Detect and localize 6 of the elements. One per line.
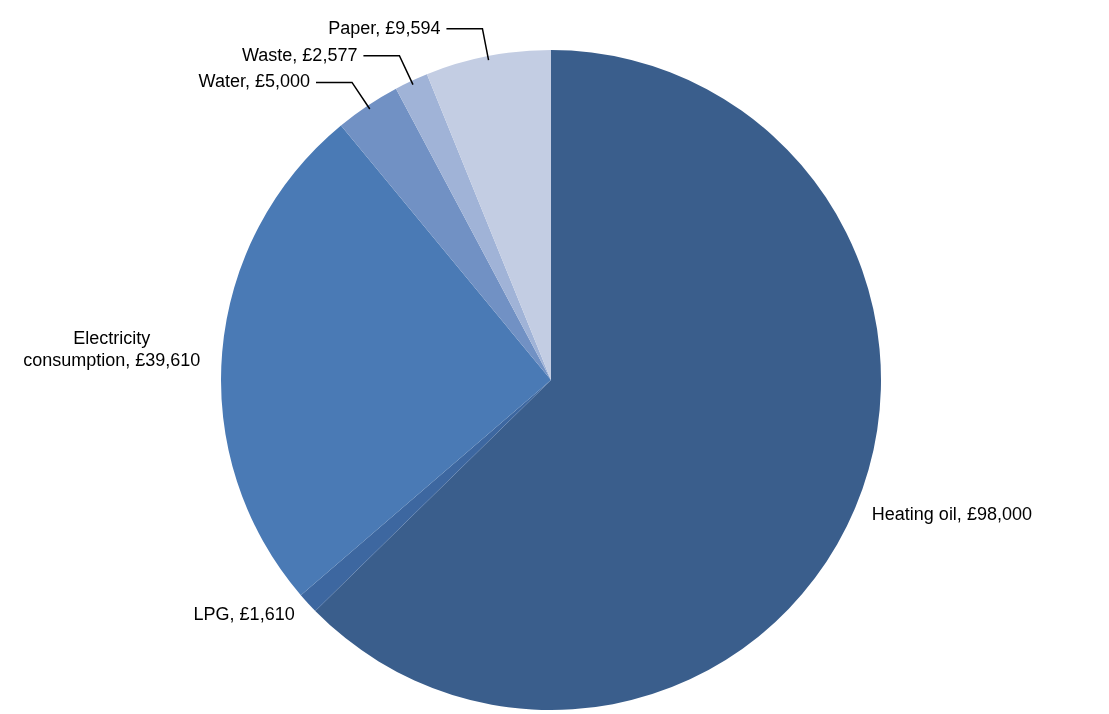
slice-label: Heating oil, £98,000 bbox=[871, 503, 1032, 524]
slice-label: Paper, £9,594 bbox=[328, 17, 441, 38]
slice-label: LPG, £1,610 bbox=[193, 604, 295, 625]
slice-label: Water, £5,000 bbox=[198, 71, 310, 92]
slice-label: Electricity consumption, £39,610 bbox=[23, 328, 201, 371]
slice-label: Waste, £2,577 bbox=[242, 44, 358, 65]
